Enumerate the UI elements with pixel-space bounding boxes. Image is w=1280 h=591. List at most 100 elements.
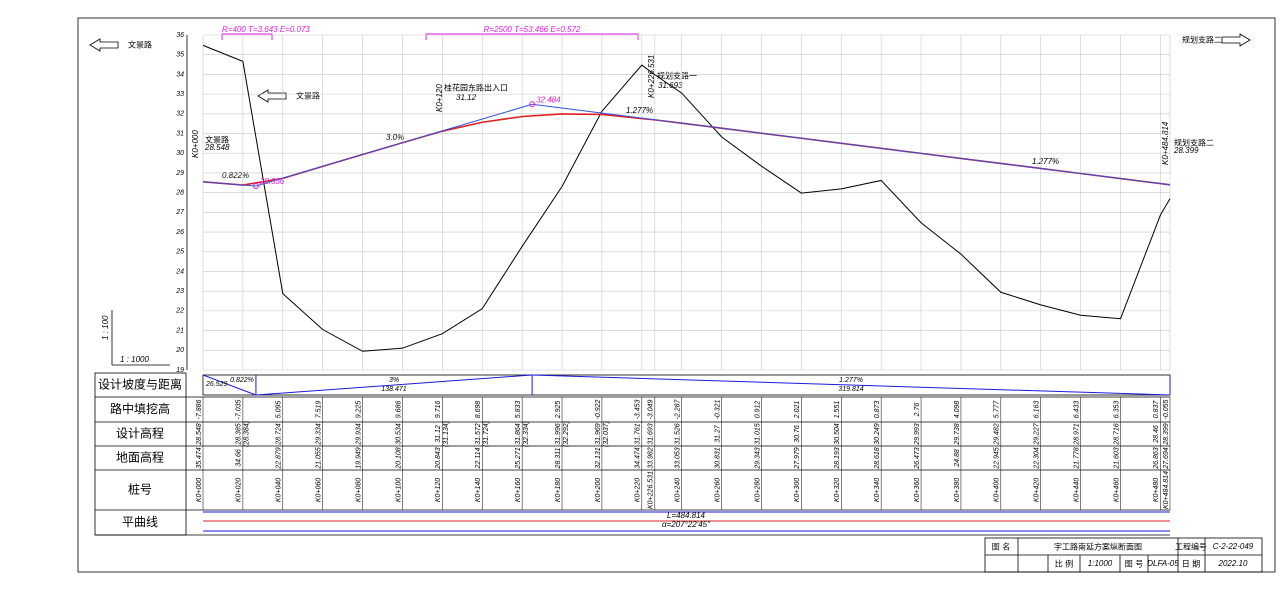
road-label: 文景路 bbox=[128, 40, 152, 50]
arrow bbox=[89, 38, 119, 52]
ground-elevation: 35.474 bbox=[196, 447, 203, 469]
design-elevation-alt: (31.724) bbox=[483, 421, 490, 447]
ground-elevation: 22.114 bbox=[475, 447, 482, 469]
design-elevation: 30.534 bbox=[395, 423, 402, 445]
station-label: K0+160 bbox=[515, 478, 522, 502]
design-elevation-alt: (31.134) bbox=[443, 421, 450, 447]
annotation: 桂花园东路出入口 bbox=[444, 83, 508, 93]
curve-bracket bbox=[425, 33, 639, 40]
grade-label: 3.0% bbox=[386, 133, 404, 142]
y-tick-label: 24 bbox=[175, 268, 184, 275]
ground-elevation: 21.603 bbox=[1113, 447, 1120, 470]
frame bbox=[77, 17, 1276, 573]
row-label: 设计坡度与距离 bbox=[98, 377, 182, 392]
title-block bbox=[984, 537, 1263, 573]
grade-length: 138.471 bbox=[381, 386, 406, 393]
design-elevation: 30.76 bbox=[794, 425, 801, 443]
station-label: K0+260 bbox=[714, 478, 721, 502]
fill-cut: -3.453 bbox=[635, 399, 642, 419]
y-tick-label: 36 bbox=[176, 32, 184, 39]
fill-cut: 2.021 bbox=[794, 401, 801, 420]
design-elevation-alt: (28.384) bbox=[244, 421, 251, 447]
fill-cut: -3.049 bbox=[648, 399, 655, 419]
fill-cut: 7.519 bbox=[316, 401, 323, 419]
curve-bracket bbox=[221, 33, 273, 40]
grade-value: 3% bbox=[389, 377, 399, 384]
station-label: K0+200 bbox=[595, 478, 602, 502]
title-label: 图 号 bbox=[1125, 560, 1144, 569]
station-label: K0+340 bbox=[874, 478, 881, 502]
row-label: 地面高程 bbox=[116, 450, 164, 465]
ground-elevation: 33.053 bbox=[675, 447, 682, 469]
y-tick-label: 31 bbox=[176, 130, 184, 137]
ground-elevation: 19.949 bbox=[355, 447, 362, 469]
station-label: K0+040 bbox=[276, 478, 283, 502]
annotation: 文景路 bbox=[205, 135, 229, 145]
grade-segment bbox=[255, 374, 533, 396]
y-tick-label: 26 bbox=[175, 229, 184, 236]
fill-cut: 1.551 bbox=[834, 401, 841, 419]
ground-elevation: 27.979 bbox=[794, 447, 801, 470]
station-label: K0+320 bbox=[834, 478, 841, 502]
ground-elevation: 28.618 bbox=[874, 447, 881, 470]
design-elevation: 31.12 bbox=[435, 425, 442, 443]
design-elevation: 31.996 bbox=[555, 423, 562, 445]
pvi-point bbox=[529, 101, 536, 108]
road-label: 文景路 bbox=[296, 91, 320, 101]
title-value: C-2-22-049 bbox=[1213, 542, 1254, 551]
design-elevation: 28.716 bbox=[1113, 423, 1120, 446]
ground-elevation: 24.88 bbox=[954, 449, 961, 468]
design-elevation: 28.46 bbox=[1153, 425, 1160, 444]
scale-label: 1 : 1000 bbox=[120, 355, 149, 364]
fill-cut: -2.287 bbox=[675, 398, 682, 419]
station-label: K0+020 bbox=[236, 478, 243, 502]
station-label: K0+360 bbox=[914, 478, 921, 502]
station-label: K0+140 bbox=[475, 478, 482, 502]
title-label: 日 期 bbox=[1182, 560, 1201, 569]
station-label: K0+420 bbox=[1034, 478, 1041, 502]
y-tick-label: 34 bbox=[176, 71, 184, 78]
design-elevation-alt: (32.292) bbox=[563, 421, 570, 447]
fill-cut: -0.321 bbox=[714, 399, 721, 419]
annotation: K0+120 bbox=[435, 84, 444, 112]
title-value: DLFA-05 bbox=[1147, 559, 1179, 568]
design-elevation: 31.761 bbox=[635, 423, 642, 445]
station-label: K0+000 bbox=[196, 478, 203, 502]
grade-label: 1.277% bbox=[1032, 157, 1059, 166]
design-elevation: 31.969 bbox=[595, 423, 602, 445]
ground-elevation: 21.055 bbox=[316, 447, 323, 470]
design-elevation: 29.227 bbox=[1034, 422, 1041, 446]
station-label: K0+440 bbox=[1073, 478, 1080, 502]
pvi-point bbox=[252, 183, 259, 190]
fill-cut: 9.225 bbox=[355, 401, 362, 419]
station-label: K0+180 bbox=[555, 478, 562, 502]
station-label: K0+380 bbox=[954, 478, 961, 502]
fill-cut: -0.055 bbox=[1163, 399, 1170, 419]
fill-cut: 5.095 bbox=[276, 401, 283, 419]
pvi-label: 32.484 bbox=[536, 95, 561, 104]
y-tick-label: 19 bbox=[176, 367, 184, 374]
fill-cut: 0.837 bbox=[1153, 400, 1160, 419]
grade-line bbox=[202, 103, 1171, 187]
design-elevation: 29.934 bbox=[355, 423, 362, 446]
row-label: 路中填挖高 bbox=[110, 401, 170, 416]
annotation: 规划支路一 bbox=[657, 71, 697, 81]
row-label: 平曲线 bbox=[122, 515, 158, 529]
design-elevation: 31.693 bbox=[648, 423, 655, 445]
ground-elevation: 34.474 bbox=[635, 447, 642, 469]
ground-elevation: 20.108 bbox=[395, 447, 402, 470]
design-elevation: 29.993 bbox=[914, 423, 921, 446]
fill-cut: 0.873 bbox=[874, 401, 881, 419]
curve-label: R=400 T=3.643 E=0.073 bbox=[222, 25, 310, 34]
y-tick-label: 27 bbox=[175, 209, 185, 216]
station-label: K0+060 bbox=[316, 478, 323, 502]
annotation: K0+226.531 bbox=[647, 55, 656, 98]
design-elevation-alt: (32.037) bbox=[603, 421, 610, 447]
annotation: 28.399 bbox=[1173, 146, 1199, 155]
fill-cut: 8.698 bbox=[475, 401, 482, 419]
ground-elevation: 28.193 bbox=[834, 447, 841, 470]
design-elevation: 31.27 bbox=[714, 424, 721, 443]
curve-label: R=2500 T=53.466 E=0.572 bbox=[484, 25, 581, 34]
y-tick-label: 28 bbox=[175, 189, 184, 196]
arrow bbox=[257, 89, 287, 103]
